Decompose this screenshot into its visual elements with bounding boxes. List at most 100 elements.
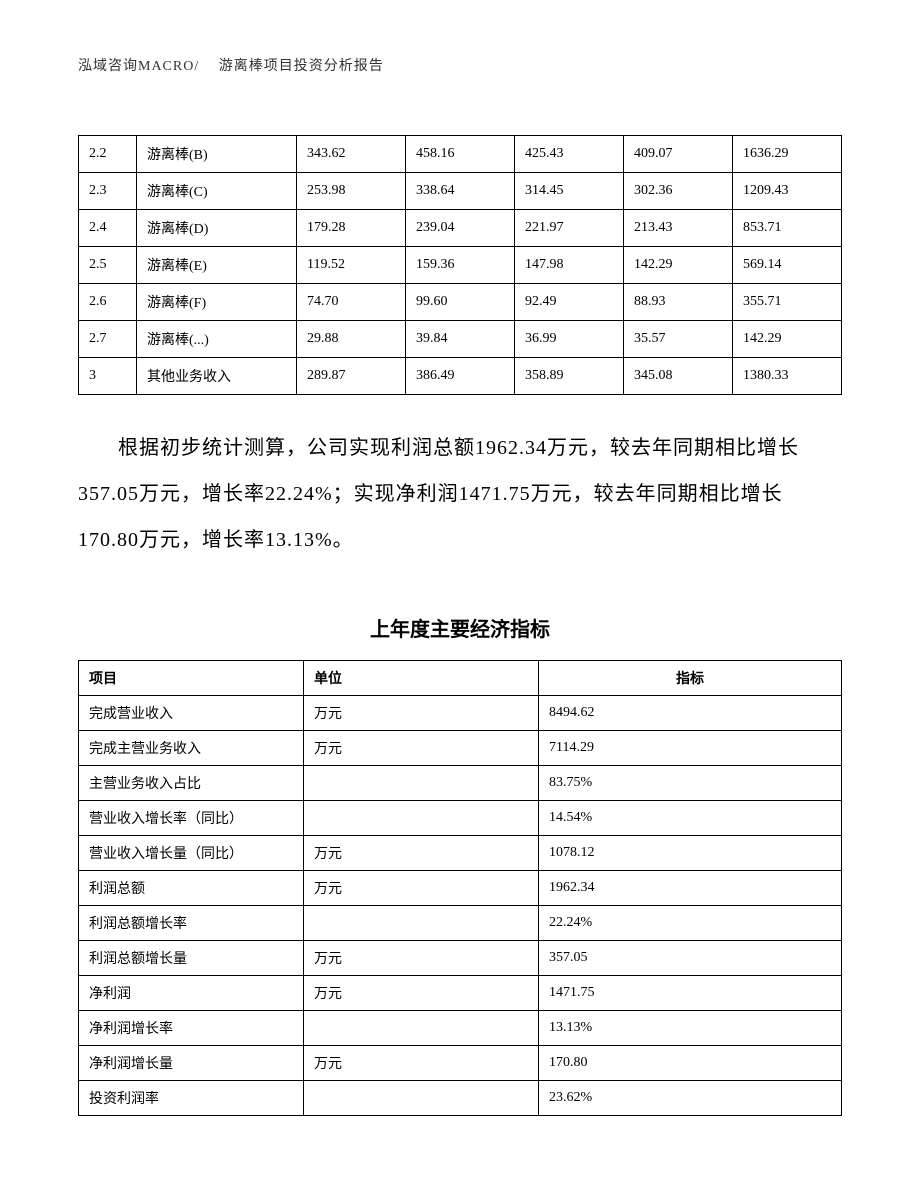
table-cell: 2.4 (79, 210, 137, 247)
table-row: 利润总额增长量万元357.05 (79, 941, 842, 976)
table-cell: 2.2 (79, 136, 137, 173)
table-cell: 357.05 (539, 941, 842, 976)
table-cell: 314.45 (515, 173, 624, 210)
analysis-paragraph: 根据初步统计测算，公司实现利润总额1962.34万元，较去年同期相比增长357.… (78, 425, 842, 563)
table-cell: 569.14 (733, 247, 842, 284)
table-row: 2.5游离棒(E)119.52159.36147.98142.29569.14 (79, 247, 842, 284)
table-cell: 74.70 (297, 284, 406, 321)
table-cell: 88.93 (624, 284, 733, 321)
table-cell (304, 801, 539, 836)
table-row: 2.2游离棒(B)343.62458.16425.43409.071636.29 (79, 136, 842, 173)
table-row: 营业收入增长量（同比）万元1078.12 (79, 836, 842, 871)
table-cell: 游离棒(E) (137, 247, 297, 284)
table-cell: 营业收入增长率（同比） (79, 801, 304, 836)
table-row: 完成主营业务收入万元7114.29 (79, 731, 842, 766)
table-cell: 游离棒(C) (137, 173, 297, 210)
table-row: 主营业务收入占比83.75% (79, 766, 842, 801)
table-header-row: 项目单位指标 (79, 661, 842, 696)
table-cell: 完成营业收入 (79, 696, 304, 731)
table-cell: 179.28 (297, 210, 406, 247)
table-cell: 万元 (304, 976, 539, 1011)
table-cell: 99.60 (406, 284, 515, 321)
table-cell: 1078.12 (539, 836, 842, 871)
table-cell: 253.98 (297, 173, 406, 210)
table-cell: 利润总额 (79, 871, 304, 906)
table-cell: 游离棒(...) (137, 321, 297, 358)
table-cell: 22.24% (539, 906, 842, 941)
table-cell: 23.62% (539, 1081, 842, 1116)
table-cell: 39.84 (406, 321, 515, 358)
table-cell: 142.29 (624, 247, 733, 284)
table-cell: 2.5 (79, 247, 137, 284)
table-cell: 345.08 (624, 358, 733, 395)
table-cell: 净利润增长率 (79, 1011, 304, 1046)
table-cell: 万元 (304, 836, 539, 871)
table-header-cell: 单位 (304, 661, 539, 696)
table-cell: 302.36 (624, 173, 733, 210)
table-cell: 万元 (304, 941, 539, 976)
table-row: 2.3游离棒(C)253.98338.64314.45302.361209.43 (79, 173, 842, 210)
table-cell: 409.07 (624, 136, 733, 173)
table-cell: 213.43 (624, 210, 733, 247)
table-cell: 425.43 (515, 136, 624, 173)
document-header: 泓域咨询MACRO/ 游离棒项目投资分析报告 (78, 55, 842, 75)
table-cell: 2.3 (79, 173, 137, 210)
table-cell: 其他业务收入 (137, 358, 297, 395)
table-cell: 159.36 (406, 247, 515, 284)
table-row: 2.7游离棒(...)29.8839.8436.9935.57142.29 (79, 321, 842, 358)
table-cell: 221.97 (515, 210, 624, 247)
table-cell: 2.6 (79, 284, 137, 321)
table-cell: 万元 (304, 696, 539, 731)
table-cell: 2.7 (79, 321, 137, 358)
table-cell: 投资利润率 (79, 1081, 304, 1116)
table-cell: 14.54% (539, 801, 842, 836)
table-cell: 92.49 (515, 284, 624, 321)
table-cell: 1636.29 (733, 136, 842, 173)
table-cell: 338.64 (406, 173, 515, 210)
table-row: 净利润增长量万元170.80 (79, 1046, 842, 1081)
table-cell: 万元 (304, 871, 539, 906)
table-cell (304, 1011, 539, 1046)
table-cell: 386.49 (406, 358, 515, 395)
table-row: 利润总额增长率 22.24% (79, 906, 842, 941)
table-cell: 29.88 (297, 321, 406, 358)
table-header-cell: 项目 (79, 661, 304, 696)
table-row: 投资利润率 23.62% (79, 1081, 842, 1116)
table-cell: 147.98 (515, 247, 624, 284)
table-cell: 170.80 (539, 1046, 842, 1081)
table-header-cell: 指标 (539, 661, 842, 696)
table-cell: 游离棒(F) (137, 284, 297, 321)
table-cell: 36.99 (515, 321, 624, 358)
table-row: 3其他业务收入289.87386.49358.89345.081380.33 (79, 358, 842, 395)
table-cell: 7114.29 (539, 731, 842, 766)
table-cell: 净利润增长量 (79, 1046, 304, 1081)
table-row: 营业收入增长率（同比） 14.54% (79, 801, 842, 836)
table-cell: 净利润 (79, 976, 304, 1011)
table-cell: 营业收入增长量（同比） (79, 836, 304, 871)
table-row: 2.6游离棒(F)74.7099.6092.4988.93355.71 (79, 284, 842, 321)
section-title: 上年度主要经济指标 (78, 613, 842, 642)
economic-indicator-table: 项目单位指标 完成营业收入万元8494.62完成主营业务收入万元7114.29主… (78, 660, 842, 1116)
table-cell (304, 766, 539, 801)
table-cell: 利润总额增长率 (79, 906, 304, 941)
table-cell (304, 1081, 539, 1116)
table-cell: 239.04 (406, 210, 515, 247)
table-cell: 游离棒(D) (137, 210, 297, 247)
table-cell: 1471.75 (539, 976, 842, 1011)
table-row: 净利润增长率13.13% (79, 1011, 842, 1046)
table-cell: 3 (79, 358, 137, 395)
table-cell: 万元 (304, 1046, 539, 1081)
table-cell: 完成主营业务收入 (79, 731, 304, 766)
table-cell: 142.29 (733, 321, 842, 358)
table-cell: 1380.33 (733, 358, 842, 395)
table-cell: 利润总额增长量 (79, 941, 304, 976)
revenue-breakdown-table: 2.2游离棒(B)343.62458.16425.43409.071636.29… (78, 135, 842, 395)
table-cell: 343.62 (297, 136, 406, 173)
table-row: 完成营业收入万元8494.62 (79, 696, 842, 731)
table-row: 净利润万元1471.75 (79, 976, 842, 1011)
table-cell (304, 906, 539, 941)
table-cell: 458.16 (406, 136, 515, 173)
table-cell: 主营业务收入占比 (79, 766, 304, 801)
table-cell: 853.71 (733, 210, 842, 247)
table-cell: 1209.43 (733, 173, 842, 210)
